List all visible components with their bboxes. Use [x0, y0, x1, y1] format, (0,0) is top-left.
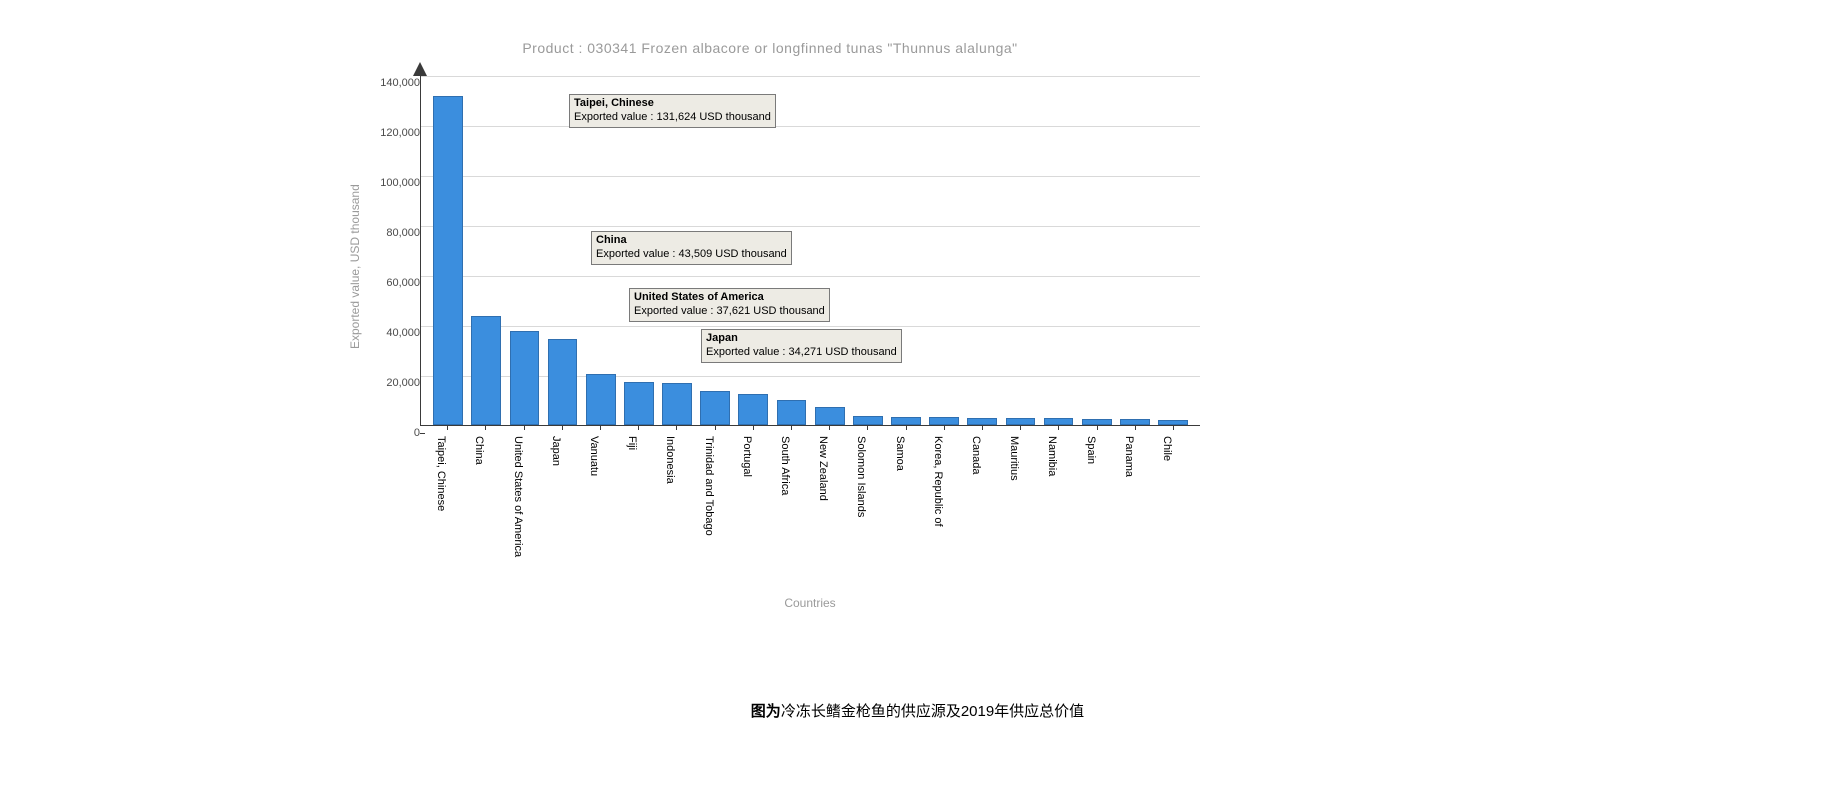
- caption-rest: 冷冻长鳍金枪鱼的供应源及2019年供应总价值: [781, 703, 1084, 720]
- bar: [1044, 418, 1074, 425]
- bar: [853, 416, 883, 425]
- bar-slot: [467, 76, 505, 425]
- bar-slot: [505, 76, 543, 425]
- callout-value: Exported value : 37,621 USD thousand: [634, 305, 825, 319]
- bar-slot: [1001, 76, 1039, 425]
- bar-slot: [1040, 76, 1078, 425]
- bar: [662, 383, 692, 425]
- bar: [433, 96, 463, 425]
- callout-value: Exported value : 131,624 USD thousand: [574, 111, 771, 125]
- y-tick-label: 40,000: [338, 327, 420, 339]
- bar-slot: [1154, 76, 1192, 425]
- callout-title: China: [596, 234, 787, 248]
- bar: [1158, 420, 1188, 426]
- bar: [510, 331, 540, 425]
- bar: [548, 339, 578, 425]
- bar: [1082, 419, 1112, 426]
- bar: [700, 391, 730, 425]
- plot-area: Exported value, USD thousand 020,00040,0…: [330, 76, 1210, 646]
- bar: [891, 417, 921, 425]
- bar: [586, 374, 616, 425]
- bar-slot: [1116, 76, 1154, 425]
- chart-title: Product : 030341 Frozen albacore or long…: [330, 40, 1210, 56]
- bars-group: [421, 76, 1200, 425]
- chart-inner: Taipei, ChineseExported value : 131,624 …: [420, 76, 1200, 426]
- bar-slot: [887, 76, 925, 425]
- y-tick-label: 100,000: [338, 177, 420, 189]
- chart-container: Product : 030341 Frozen albacore or long…: [330, 40, 1210, 646]
- data-callout: United States of AmericaExported value :…: [629, 288, 830, 322]
- callout-title: Taipei, Chinese: [574, 97, 771, 111]
- bar: [1120, 419, 1150, 425]
- y-tick-label: 140,000: [338, 77, 420, 89]
- bar-slot: [963, 76, 1001, 425]
- bar: [967, 418, 997, 425]
- bar-slot: [1078, 76, 1116, 425]
- callout-title: Japan: [706, 332, 897, 346]
- figure-caption: 图为冷冻长鳍金枪鱼的供应源及2019年供应总价值: [0, 700, 1835, 721]
- bar: [471, 316, 501, 425]
- y-axis-arrow-icon: [413, 62, 427, 76]
- bar-slot: [849, 76, 887, 425]
- bar-slot: [429, 76, 467, 425]
- caption-bold: 图为: [751, 703, 781, 720]
- bar-slot: [811, 76, 849, 425]
- data-callout: JapanExported value : 34,271 USD thousan…: [701, 329, 902, 363]
- bar: [738, 394, 768, 425]
- bar: [777, 400, 807, 425]
- bar: [929, 417, 959, 425]
- bar: [624, 382, 654, 425]
- y-tick-label: 80,000: [338, 227, 420, 239]
- y-tick-label: 120,000: [338, 127, 420, 139]
- data-callout: ChinaExported value : 43,509 USD thousan…: [591, 231, 792, 265]
- callout-value: Exported value : 43,509 USD thousand: [596, 248, 787, 262]
- x-axis-label: Countries: [420, 596, 1200, 610]
- callout-value: Exported value : 34,271 USD thousand: [706, 346, 897, 360]
- y-ticks: 020,00040,00060,00080,000100,000120,0001…: [330, 76, 420, 426]
- y-tick-label: 20,000: [338, 377, 420, 389]
- bar-slot: [543, 76, 581, 425]
- y-tick-label: 0: [338, 427, 420, 439]
- bar: [815, 407, 845, 425]
- y-tick-label: 60,000: [338, 277, 420, 289]
- data-callout: Taipei, ChineseExported value : 131,624 …: [569, 94, 776, 128]
- bar-slot: [925, 76, 963, 425]
- bar: [1006, 418, 1036, 425]
- callout-title: United States of America: [634, 291, 825, 305]
